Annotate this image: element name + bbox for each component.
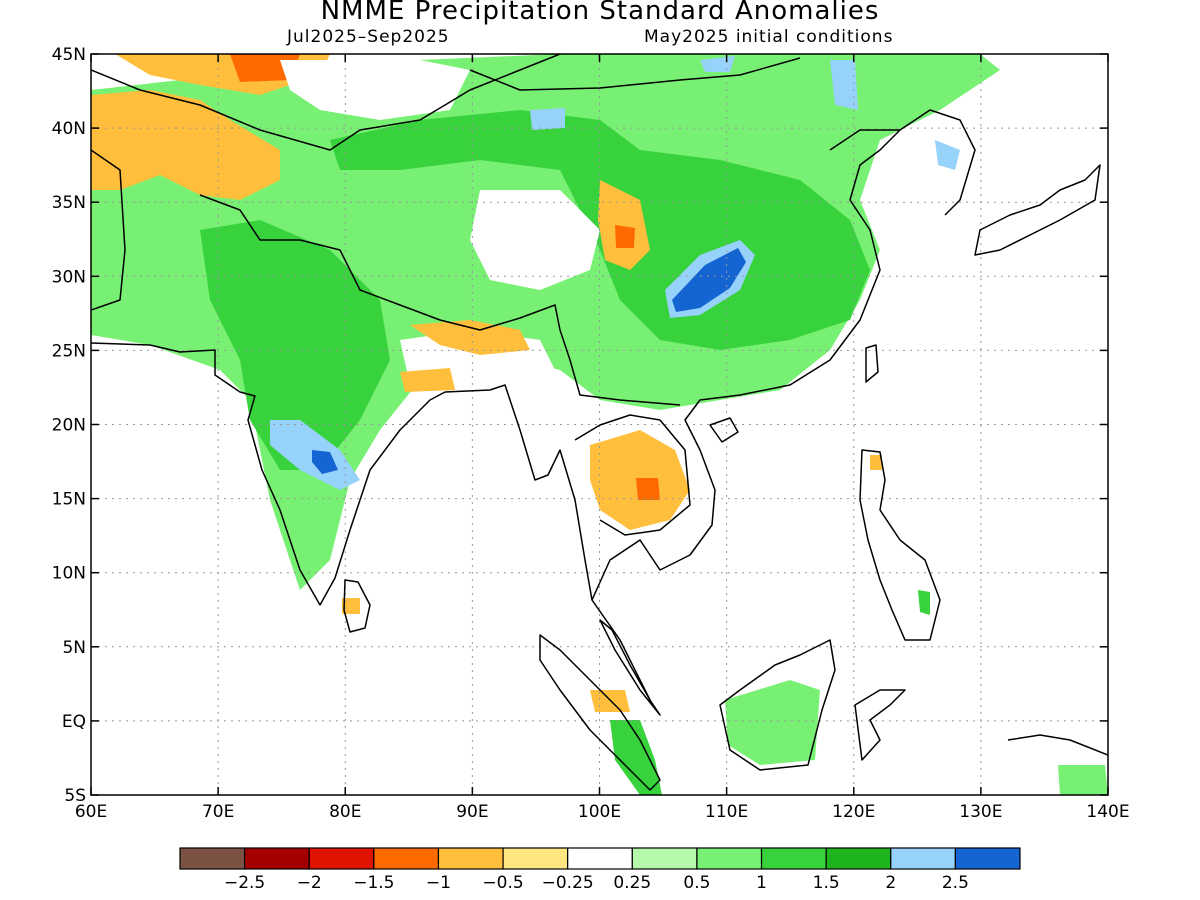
mongolia-border: [469, 57, 801, 91]
china-north-coastline: [829, 109, 976, 216]
borneo-coastline: [719, 639, 836, 771]
colorbar-swatch: [890, 847, 956, 870]
y-tick-label: 25N: [52, 341, 86, 361]
colorbar-swatch: [437, 847, 504, 870]
anomaly-tibet-darkorange: [615, 225, 635, 248]
colorbar-label: −0.25: [542, 873, 594, 893]
iran-border: [91, 149, 126, 311]
anomaly-mongolia-blue-1: [530, 108, 565, 130]
india-coastline: [91, 342, 446, 606]
colorbar-swatch: [567, 847, 633, 870]
anomaly-philippines-green: [918, 590, 930, 615]
srilanka-coastline: [343, 579, 371, 633]
colorbar-swatch: [696, 847, 763, 870]
anomaly-india-green: [200, 220, 390, 470]
anomaly-pakistan-orange: [91, 90, 280, 200]
coastlines: [91, 54, 1108, 791]
anomaly-field: [91, 54, 1108, 795]
colorbar-label: 1.5: [813, 873, 840, 893]
sulawesi-coastline: [854, 689, 906, 761]
japan-coastline: [974, 164, 1101, 256]
colorbar-swatch: [373, 847, 440, 870]
anomaly-sichuan-blue: [672, 248, 746, 312]
colorbar-label: 0.5: [683, 873, 710, 893]
anomaly-philippines-orange: [870, 455, 882, 470]
colorbar-label: 1: [756, 873, 767, 893]
x-tick-label: 100E: [578, 802, 621, 822]
anomaly-bangladesh-white: [400, 330, 560, 420]
x-tick-label: 120E: [832, 802, 875, 822]
colorbar-swatch: [760, 847, 827, 870]
indochina-coastline: [591, 129, 901, 601]
india-border-north: [199, 194, 561, 331]
thailand-border: [574, 414, 691, 536]
x-tick-label: 70E: [202, 802, 234, 822]
anomaly-tibet-white: [470, 190, 600, 290]
map-axes: 60E 70E 80E 90E 100E 110E 120E 130E 140E 45N 40N 35…: [52, 45, 1130, 822]
anomaly-mongolia-blue-2: [830, 60, 858, 110]
colorbar-label: −2: [297, 873, 322, 893]
anomaly-borneo-green: [725, 680, 820, 765]
colorbar: −2.5 −2 −1.5 −1 −0.5 −0.25 0.25 0.5 1 1.5 2 2.5: [179, 847, 1021, 893]
philippines-coastline: [859, 449, 941, 641]
colorbar-swatch: [631, 847, 698, 870]
colorbar-swatch: [179, 847, 246, 870]
y-tick-label: EQ: [62, 712, 86, 732]
colorbar-swatch: [825, 847, 892, 870]
y-tick-label: 15N: [52, 490, 86, 510]
colorbar-label: 0.25: [613, 873, 651, 893]
bay-of-bengal-coastline: [444, 384, 651, 701]
y-tick-label: 30N: [52, 267, 86, 287]
anomaly-ne-india-orange: [410, 320, 530, 355]
y-tick-label: 45N: [52, 45, 86, 65]
colorbar-swatch: [502, 847, 569, 870]
y-tick-label: 5N: [62, 638, 86, 658]
anomaly-thailand-darkorange: [636, 478, 660, 500]
map-title: NMME Precipitation Standard Anomalies: [320, 0, 880, 26]
malaya-coastline: [599, 619, 661, 716]
map-grid: [91, 54, 1108, 795]
anomaly-korea-blue: [935, 140, 960, 170]
x-tick-label: 110E: [705, 802, 748, 822]
sumatra-coastline: [539, 634, 661, 791]
y-tick-label: 40N: [52, 119, 86, 139]
colorbar-label: 2.5: [942, 873, 969, 893]
anomaly-srilanka-orange: [342, 598, 360, 614]
anomaly-png-green: [1058, 765, 1108, 795]
y-tick-label: 5S: [64, 786, 86, 806]
colorbar-label: −2.5: [224, 873, 265, 893]
x-tick-label: 90E: [456, 802, 488, 822]
y-tick-label: 35N: [52, 193, 86, 213]
anomaly-westcentral-white: [280, 60, 470, 120]
x-tick-label: 80E: [329, 802, 361, 822]
anomaly-central-india-darkblue: [312, 450, 338, 474]
initial-conditions: May2025 initial conditions: [644, 27, 894, 47]
china-border-south: [559, 329, 681, 406]
colorbar-swatch: [308, 847, 375, 870]
colorbar-label: −1.5: [353, 873, 394, 893]
y-tick-label: 20N: [52, 416, 86, 436]
colorbar-swatch: [244, 847, 310, 870]
taiwan-coastline: [865, 344, 879, 383]
hainan-coastline: [709, 417, 739, 443]
new-guinea-coastline: [1007, 734, 1108, 756]
y-tick-label: 10N: [52, 564, 86, 584]
forecast-period: Jul2025–Sep2025: [287, 27, 450, 47]
colorbar-label: 2: [885, 873, 896, 893]
colorbar-label: −1: [426, 873, 451, 893]
colorbar-label: −0.5: [482, 873, 523, 893]
colorbar-swatch: [954, 847, 1021, 870]
x-tick-label: 140E: [1086, 802, 1129, 822]
x-tick-label: 60E: [75, 802, 107, 822]
anomaly-bengal-orange: [400, 368, 455, 392]
anomaly-sumatra-green: [610, 720, 662, 795]
x-tick-label: 130E: [959, 802, 1002, 822]
